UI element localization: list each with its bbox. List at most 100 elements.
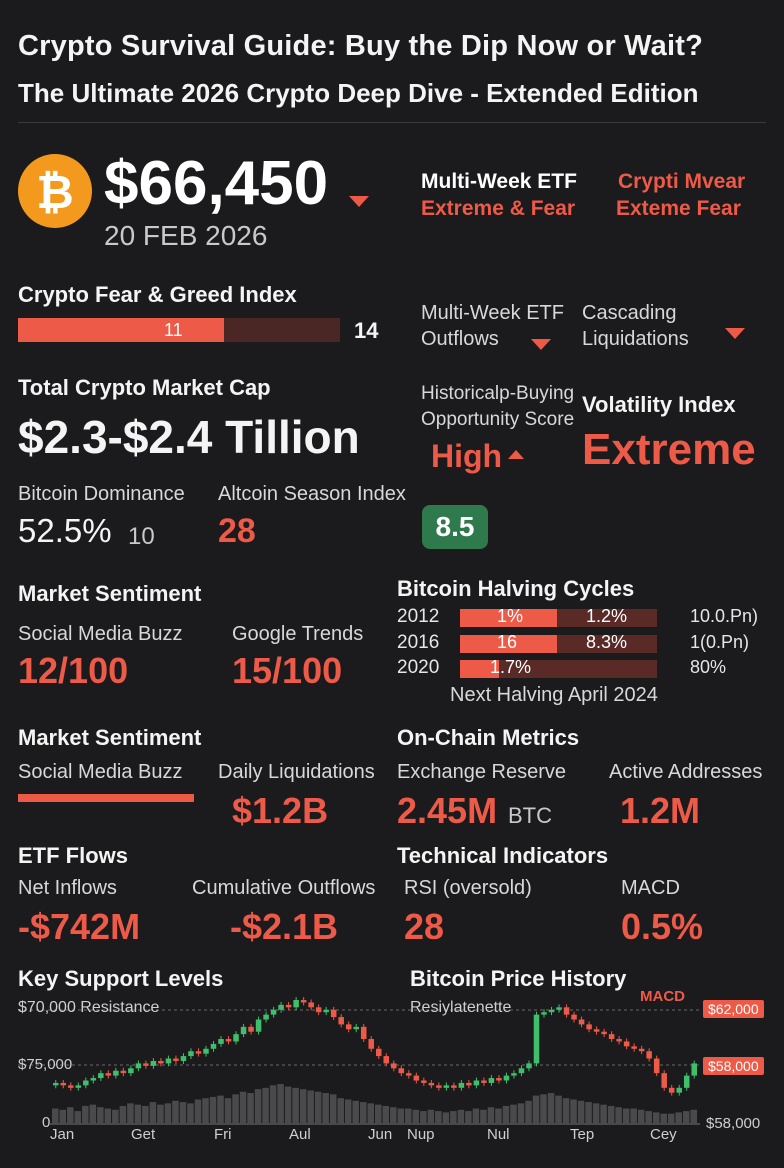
volume-bar bbox=[547, 1093, 555, 1124]
volume-bar bbox=[59, 1109, 67, 1124]
volume-bar bbox=[502, 1105, 510, 1124]
volume-bar bbox=[232, 1094, 239, 1124]
candle bbox=[616, 1039, 622, 1042]
active-addresses-value: 1.2M bbox=[620, 790, 701, 831]
volume-bar bbox=[397, 1108, 405, 1124]
volume-bar bbox=[239, 1091, 247, 1124]
volume-bar bbox=[585, 1102, 592, 1124]
volume-bar bbox=[427, 1109, 435, 1124]
candle bbox=[623, 1041, 630, 1047]
candle bbox=[113, 1070, 119, 1076]
price-date: 20 FEB 2026 bbox=[104, 220, 268, 251]
volume-bar bbox=[82, 1105, 89, 1124]
candle bbox=[631, 1046, 637, 1049]
liquidations-line2: Liquidations bbox=[582, 328, 689, 350]
volume-bar bbox=[592, 1103, 600, 1124]
candle bbox=[218, 1039, 224, 1044]
candle bbox=[240, 1026, 247, 1035]
volume-bar bbox=[465, 1111, 472, 1124]
halving-value-a: 1% bbox=[497, 606, 524, 626]
halving-value-a: 1.7% bbox=[490, 657, 532, 677]
volume-bar bbox=[89, 1104, 97, 1124]
candle bbox=[143, 1063, 149, 1066]
candle bbox=[330, 1009, 337, 1018]
candle bbox=[443, 1085, 450, 1088]
volume-bar bbox=[382, 1105, 390, 1124]
candle bbox=[173, 1058, 179, 1061]
liquidations-down-icon bbox=[725, 326, 745, 344]
fear-greed-end-value: 14 bbox=[354, 318, 379, 343]
x-tick-label: Jun bbox=[368, 1126, 393, 1143]
candle bbox=[128, 1068, 134, 1074]
volume-bar bbox=[675, 1112, 682, 1124]
volume-bar bbox=[405, 1108, 412, 1124]
volume-bar bbox=[570, 1099, 577, 1124]
candle bbox=[180, 1056, 187, 1061]
candle bbox=[308, 1002, 314, 1008]
candle bbox=[391, 1063, 397, 1069]
liquidations-line1: Cascading bbox=[582, 302, 677, 324]
page-title: Crypto Survival Guide: Buy the Dip Now o… bbox=[18, 30, 704, 62]
volume-bar bbox=[194, 1099, 202, 1124]
volatility-value: Extreme bbox=[582, 425, 756, 474]
opportunity-up-icon bbox=[508, 446, 524, 464]
etf-flows-label: ETF Flows bbox=[18, 843, 128, 868]
rsi-value: 28 bbox=[404, 906, 445, 947]
candle bbox=[105, 1073, 112, 1076]
halving-year: 2016 bbox=[397, 632, 440, 653]
candle bbox=[533, 1014, 540, 1064]
price-tag-58000: $58,000 bbox=[703, 1057, 764, 1075]
daily-liquidations-label: Daily Liquidations bbox=[218, 761, 375, 783]
volume-bar bbox=[517, 1103, 525, 1124]
exchange-reserve-unit: BTC bbox=[508, 803, 552, 828]
daily-liquidations-value: $1.2B bbox=[232, 790, 329, 831]
candle bbox=[556, 1007, 562, 1010]
volume-bar bbox=[299, 1089, 307, 1124]
candle bbox=[83, 1080, 89, 1086]
volume-bar bbox=[637, 1109, 645, 1124]
volume-bar bbox=[179, 1102, 187, 1124]
halving-value-a: 16 bbox=[497, 632, 518, 652]
volume-bar bbox=[337, 1098, 344, 1124]
volume-bar bbox=[359, 1102, 367, 1124]
volume-bar bbox=[217, 1095, 224, 1124]
dominance-value: 52.5% bbox=[18, 512, 112, 549]
dominance-label: Bitcoin Dominance bbox=[18, 483, 185, 505]
volume-bar bbox=[652, 1112, 660, 1124]
volume-bar bbox=[52, 1108, 59, 1124]
volume-bar bbox=[352, 1100, 359, 1124]
candle bbox=[233, 1034, 239, 1042]
x-tick-label: Cey bbox=[650, 1126, 677, 1143]
volume-bar bbox=[269, 1085, 277, 1124]
x-tick-label: Aul bbox=[289, 1126, 311, 1143]
candle bbox=[278, 1004, 284, 1010]
volume-bar bbox=[495, 1108, 502, 1124]
volume-bar bbox=[435, 1111, 442, 1124]
candle bbox=[120, 1070, 127, 1074]
candle bbox=[691, 1063, 697, 1076]
price-tag-62000: $62,000 bbox=[703, 1000, 764, 1018]
altseason-value: 28 bbox=[218, 512, 256, 550]
active-addresses-label: Active Addresses bbox=[609, 761, 763, 783]
volume-bar bbox=[112, 1109, 119, 1124]
halving-value-c: 80% bbox=[690, 657, 727, 677]
volume-bar bbox=[284, 1086, 292, 1124]
volume-bar bbox=[622, 1108, 630, 1124]
volume-bar bbox=[224, 1098, 232, 1124]
volume-bar bbox=[645, 1111, 652, 1124]
candle bbox=[646, 1051, 652, 1059]
candle bbox=[293, 1000, 299, 1008]
volume-bar bbox=[127, 1103, 134, 1124]
btc-price: $66,450 bbox=[104, 149, 329, 218]
fear-greed-bar-fill bbox=[18, 318, 224, 342]
volume-bar bbox=[97, 1107, 104, 1124]
x-tick-label: Nul bbox=[487, 1126, 510, 1143]
candle bbox=[413, 1075, 420, 1081]
header-a-line1: Multi-Week ETF bbox=[421, 170, 577, 193]
volume-bar bbox=[149, 1102, 157, 1124]
candle bbox=[578, 1019, 585, 1025]
volume-bar bbox=[307, 1090, 314, 1124]
volume-bar bbox=[487, 1107, 495, 1124]
candle bbox=[668, 1087, 675, 1093]
candle bbox=[195, 1051, 202, 1054]
